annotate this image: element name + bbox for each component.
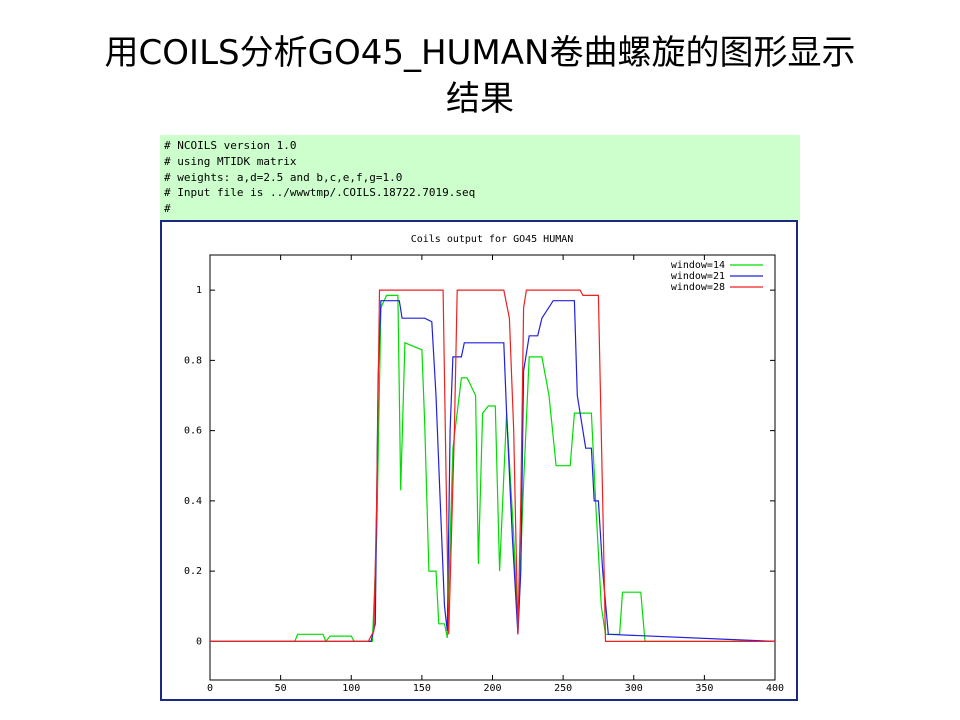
header-line: # [164,202,171,216]
x-tick-label: 150 [413,683,431,694]
series-line [210,289,775,642]
y-tick-label: 1 [196,285,202,296]
y-tick-label: 0.6 [184,426,202,437]
slide-title: 用COILS分析GO45_HUMAN卷曲螺旋的图形显示结果 [104,33,856,119]
legend-label: window=28 [671,282,725,293]
series-line [210,294,775,643]
coils-header: # NCOILS version 1.0 # using MTIDK matri… [160,135,800,220]
legend-label: window=14 [671,260,725,271]
series-line [210,300,776,642]
header-line: # Input file is ../wwwtmp/.COILS.18722.7… [164,186,476,200]
y-tick-label: 0.8 [184,355,202,366]
x-tick-label: 350 [695,683,713,694]
x-tick-label: 0 [207,683,213,694]
x-tick-label: 100 [342,683,360,694]
header-line: # using MTIDK matrix [164,154,297,168]
y-tick-label: 0.2 [184,566,202,577]
legend-label: window=21 [671,271,725,282]
x-tick-label: 50 [275,683,287,694]
x-tick-label: 400 [766,683,784,694]
y-tick-label: 0.4 [184,496,202,507]
x-tick-label: 300 [625,683,643,694]
y-tick-label: 0 [196,636,202,647]
chart-title: Coils output for GO45 HUMAN [411,234,574,245]
header-line: # weights: a,d=2.5 and b,c,e,f,g=1.0 [164,170,403,184]
x-tick-label: 250 [554,683,572,694]
chart-frame [160,220,798,701]
header-line: # NCOILS version 1.0 [164,139,297,152]
x-tick-label: 200 [483,683,501,694]
